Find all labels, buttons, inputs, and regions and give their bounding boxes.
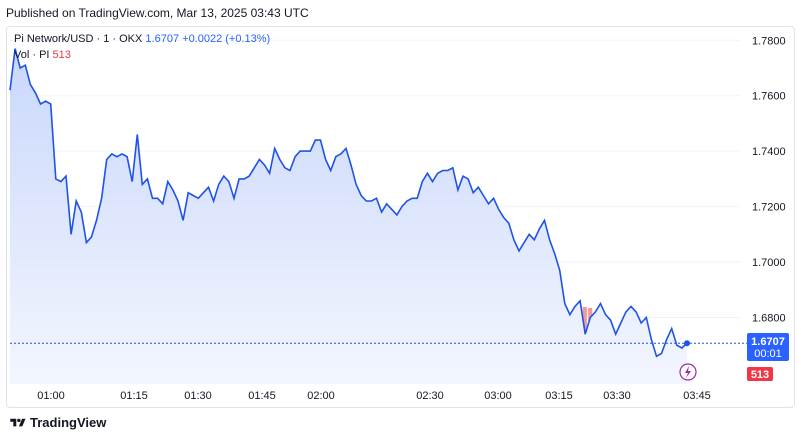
brand-name: TradingView bbox=[30, 415, 107, 430]
price-badge: 1.6707 00:01 bbox=[747, 333, 789, 361]
y-axis: 1.7800 1.7600 1.7400 1.7200 1.7000 1.6800 bbox=[752, 35, 786, 324]
x-tick-label: 03:00 bbox=[484, 390, 512, 402]
x-tick-label: 03:15 bbox=[545, 390, 573, 402]
last-price-dot bbox=[684, 340, 690, 347]
price-line bbox=[9, 48, 688, 358]
x-tick-label: 02:30 bbox=[416, 390, 444, 402]
y-tick-label: 1.7200 bbox=[752, 202, 786, 214]
y-tick-label: 1.7400 bbox=[752, 146, 786, 158]
x-axis: 01:00 01:15 01:30 01:45 02:00 02:30 03:00 03:15… bbox=[37, 390, 711, 402]
lightning-icon[interactable] bbox=[679, 363, 697, 381]
price-badge-value: 1.6707 bbox=[751, 336, 785, 348]
symbol-name[interactable]: Pi Network/USD · 1 · OKX bbox=[14, 33, 143, 45]
x-tick-label: 01:15 bbox=[120, 390, 148, 402]
chart-frame bbox=[6, 26, 795, 408]
tradingview-logo[interactable]: TradingView bbox=[10, 415, 106, 430]
volume-value: 513 bbox=[52, 49, 71, 61]
volume-badge-value: 513 bbox=[751, 369, 769, 381]
volume-badge: 513 bbox=[747, 367, 773, 381]
x-tick-label: 01:45 bbox=[248, 390, 276, 402]
published-caption: Published on TradingView.com, Mar 13, 20… bbox=[6, 6, 309, 20]
last-price: 1.6707 bbox=[145, 33, 180, 45]
x-tick-label: 01:30 bbox=[184, 390, 212, 402]
price-badge-countdown: 00:01 bbox=[754, 348, 782, 360]
chart-legend: Pi Network/USD · 1 · OKX 1.6707 +0.0022 … bbox=[14, 31, 270, 63]
y-tick-label: 1.7000 bbox=[752, 257, 786, 269]
y-tick-label: 1.7600 bbox=[752, 91, 786, 103]
tradingview-logo-icon bbox=[10, 418, 26, 426]
volume-label[interactable]: Vol · PI bbox=[14, 49, 50, 61]
y-tick-label: 1.7800 bbox=[752, 35, 786, 47]
x-tick-label: 02:00 bbox=[307, 390, 335, 402]
x-tick-label: 01:00 bbox=[37, 390, 65, 402]
price-change: +0.0022 (+0.13%) bbox=[182, 33, 271, 45]
x-tick-label: 03:30 bbox=[603, 390, 631, 402]
y-tick-label: 1.6800 bbox=[752, 312, 786, 324]
x-tick-label: 03:45 bbox=[683, 390, 711, 402]
price-area-fill bbox=[10, 48, 687, 384]
